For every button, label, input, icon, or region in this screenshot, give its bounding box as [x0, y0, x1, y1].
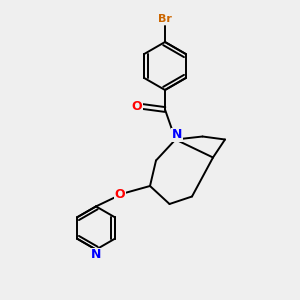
Text: N: N	[172, 128, 182, 142]
Text: N: N	[91, 248, 101, 262]
Text: O: O	[115, 188, 125, 202]
Text: O: O	[132, 100, 142, 113]
Text: Br: Br	[158, 14, 172, 24]
